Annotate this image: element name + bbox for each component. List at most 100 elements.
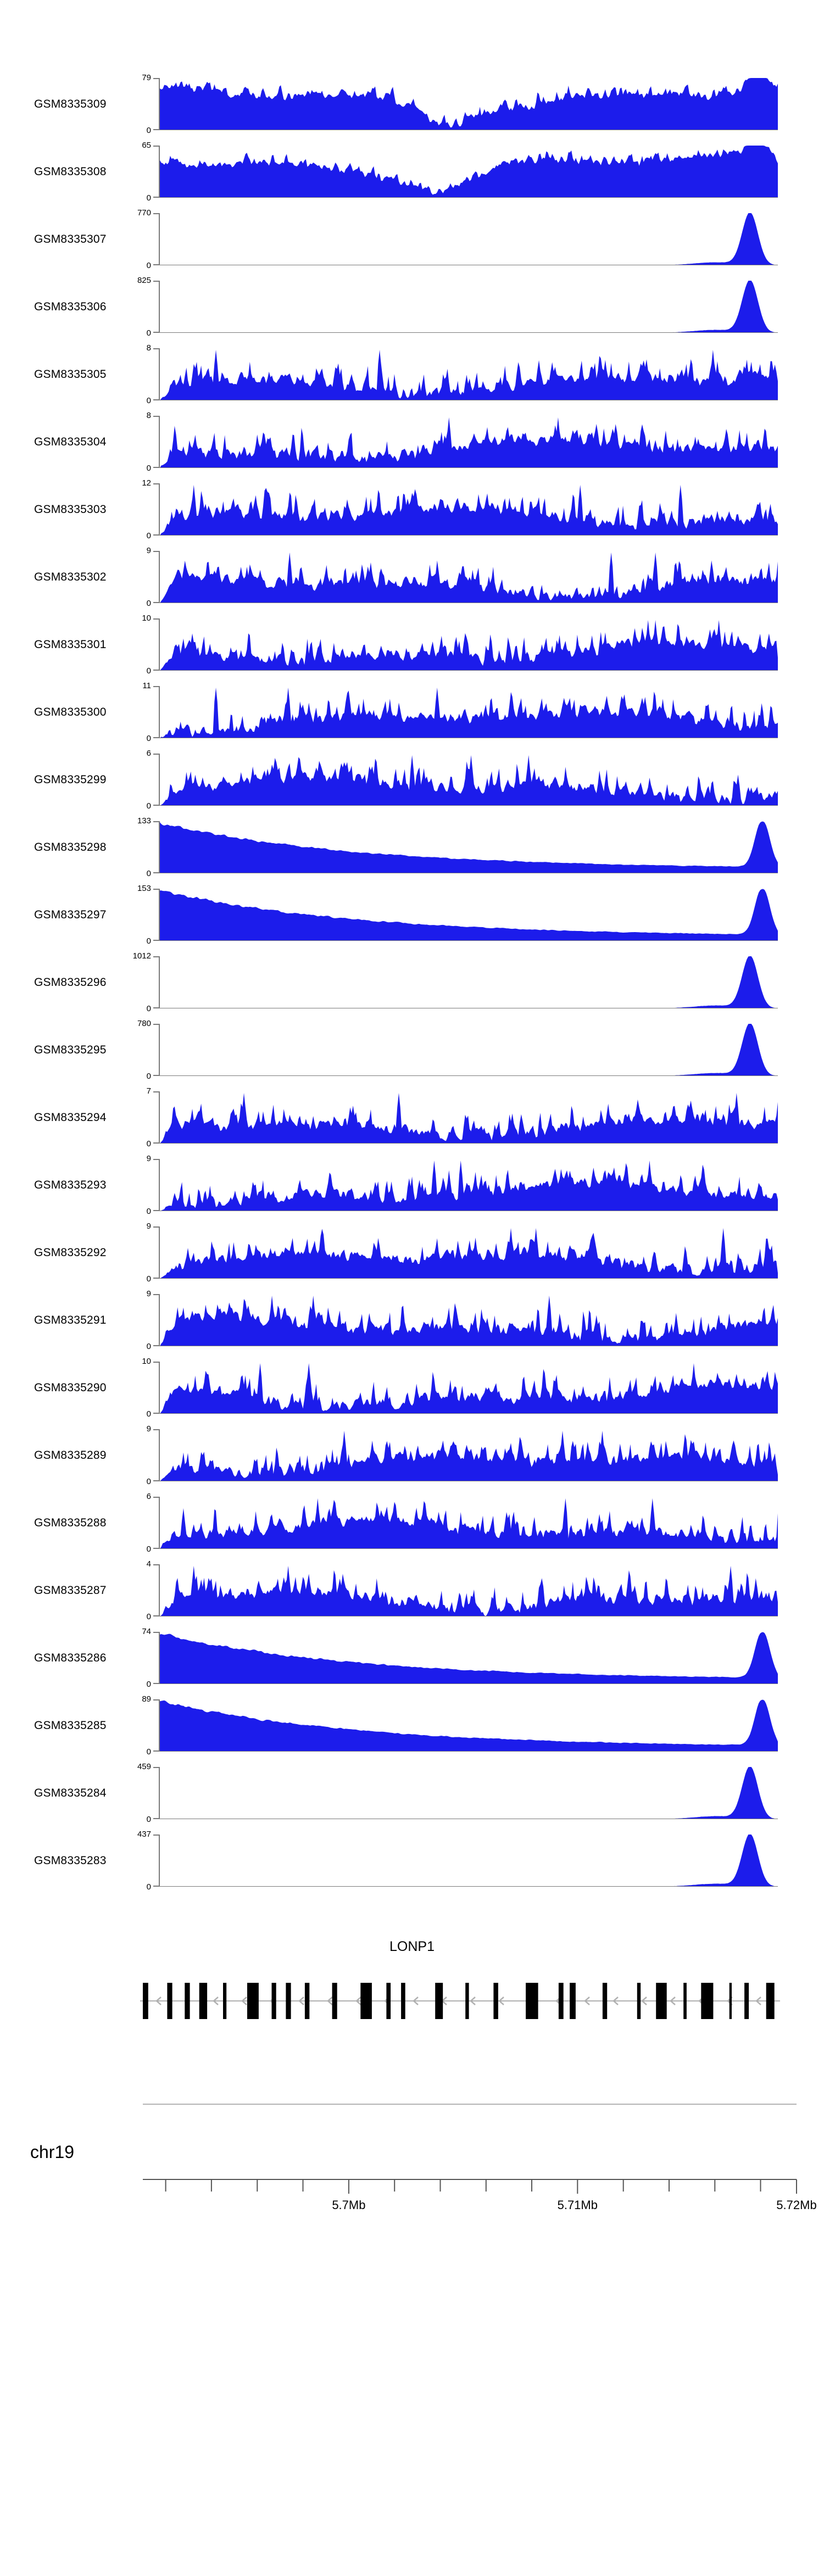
axis-max-label: 9 [146,1424,151,1434]
axis-tick-min [153,1615,160,1616]
coverage-track[interactable]: GSM8335307 770 0 [0,205,824,273]
coverage-track[interactable]: GSM8335290 10 0 [0,1354,824,1421]
coverage-track[interactable]: GSM8335286 74 0 [0,1624,824,1692]
coverage-track[interactable]: GSM8335306 825 0 [0,273,824,341]
coverage-track[interactable]: GSM8335294 7 0 [0,1084,824,1151]
track-label: GSM8335292 [34,1246,107,1259]
axis-max-label: 825 [137,276,151,285]
coverage-plot[interactable] [160,483,778,536]
coverage-plot[interactable] [160,1024,778,1076]
coverage-plot[interactable] [160,348,778,400]
axis-tick-min [153,1142,160,1144]
axis-min-label: 0 [146,193,151,203]
axis-max-label: 437 [137,1830,151,1839]
plot-baseline [160,535,778,536]
track-label: GSM8335298 [34,840,107,854]
coverage-track[interactable]: GSM8335292 9 0 [0,1219,824,1286]
plot-baseline [160,467,778,468]
coverage-plot[interactable] [160,78,778,130]
axis-tick-max [153,348,160,349]
axis-tick-max [153,1091,160,1092]
coverage-track[interactable]: GSM8335303 12 0 [0,476,824,543]
coverage-track[interactable]: GSM8335301 10 0 [0,611,824,678]
track-label: GSM8335309 [34,97,107,110]
coverage-track[interactable]: GSM8335309 79 0 [0,70,824,138]
axis-line [159,618,160,671]
coverage-plot[interactable] [160,1564,778,1616]
track-label: GSM8335294 [34,1111,107,1124]
coverage-plot[interactable] [160,821,778,873]
coverage-plot[interactable] [160,1362,778,1414]
coverage-track[interactable]: GSM8335295 780 0 [0,1016,824,1084]
track-label: GSM8335300 [34,705,107,718]
svg-text:5.72Mb: 5.72Mb [776,2198,816,2212]
coverage-track[interactable]: GSM8335308 65 0 [0,138,824,205]
coverage-track[interactable]: GSM8335289 9 0 [0,1421,824,1489]
coverage-plot[interactable] [160,754,778,806]
axis-max-label: 6 [146,1492,151,1501]
coverage-track[interactable]: GSM8335300 11 0 [0,678,824,746]
coverage-plot[interactable] [160,1159,778,1211]
coverage-track[interactable]: GSM8335304 8 0 [0,408,824,476]
coverage-track[interactable]: GSM8335284 459 0 [0,1759,824,1827]
axis-tick-min [153,602,160,603]
axis-max-label: 6 [146,749,151,758]
axis-max-label: 9 [146,1289,151,1298]
track-label: GSM8335295 [34,1043,107,1056]
coverage-plot[interactable] [160,956,778,1008]
axis-max-label: 770 [137,208,151,218]
coverage-track[interactable]: GSM8335298 133 0 [0,813,824,881]
coverage-plot[interactable] [160,281,778,333]
axis-max-label: 1012 [132,951,151,961]
axis-line [159,1835,160,1887]
axis-line [159,754,160,806]
track-label: GSM8335302 [34,570,107,583]
coverage-track[interactable]: GSM8335288 6 0 [0,1489,824,1557]
coverage-plot[interactable] [160,416,778,468]
coverage-track[interactable]: GSM8335302 9 0 [0,543,824,611]
coverage-track[interactable]: GSM8335287 4 0 [0,1557,824,1624]
axis-tick-min [153,940,160,941]
axis-tick-max [153,281,160,282]
coverage-plot[interactable] [160,1091,778,1144]
coverage-track[interactable]: GSM8335291 9 0 [0,1286,824,1354]
coverage-track[interactable]: GSM8335293 9 0 [0,1151,824,1219]
axis-tick-min [153,399,160,400]
coverage-plot[interactable] [160,1294,778,1346]
coverage-plot[interactable] [160,1226,778,1279]
coverage-plot[interactable] [160,1835,778,1887]
coverage-track[interactable]: GSM8335297 153 0 [0,881,824,949]
axis-tick-min [153,670,160,671]
coverage-plot[interactable] [160,1767,778,1819]
axis-tick-max [153,1497,160,1498]
axis-tick-max [153,754,160,755]
coverage-plot[interactable] [160,213,778,265]
coverage-plot[interactable] [160,889,778,941]
track-label: GSM8335308 [34,165,107,178]
axis-tick-min [153,467,160,468]
coverage-plot[interactable] [160,1699,778,1752]
coverage-track-list: GSM8335309 79 0 GSM8335308 65 0 GSM8335307 770 0… [0,70,824,1894]
coverage-plot[interactable] [160,1429,778,1481]
axis-line [159,416,160,468]
coverage-plot[interactable] [160,1632,778,1684]
coverage-plot[interactable] [160,686,778,738]
coverage-plot[interactable] [160,618,778,671]
coverage-plot[interactable] [160,551,778,603]
coverage-track[interactable]: GSM8335285 89 0 [0,1692,824,1759]
coverage-track[interactable]: GSM8335283 437 0 [0,1827,824,1894]
coverage-track[interactable]: GSM8335296 1012 0 [0,949,824,1016]
coverage-track[interactable]: GSM8335305 8 0 [0,341,824,408]
coverage-track[interactable]: GSM8335299 6 0 [0,746,824,813]
plot-baseline [160,1751,778,1752]
axis-min-label: 0 [146,1747,151,1757]
axis-min-label: 0 [146,936,151,946]
genome-coordinate-ruler: 5.7Mb 5.71Mb 5.72Mb [0,2175,824,2241]
coverage-plot[interactable] [160,1497,778,1549]
axis-min-label: 0 [146,531,151,540]
coverage-plot[interactable] [160,146,778,198]
